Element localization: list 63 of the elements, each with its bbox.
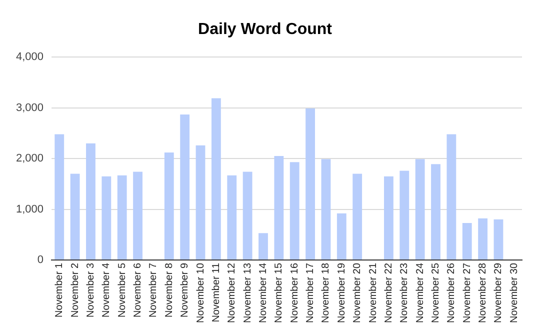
x-tick-label: November 24 bbox=[414, 262, 426, 323]
bar bbox=[384, 176, 394, 260]
bar bbox=[164, 152, 174, 260]
x-tick-label: November 2 bbox=[70, 262, 81, 318]
x-tick-label: November 13 bbox=[242, 262, 254, 323]
x-tick-label: November 5 bbox=[116, 262, 128, 318]
x-tick-label: November 14 bbox=[258, 262, 269, 323]
x-tick-label: November 26 bbox=[446, 262, 458, 323]
y-tick-label: 4,000 bbox=[16, 51, 44, 64]
x-tick-label: November 1 bbox=[54, 262, 66, 318]
bar bbox=[180, 114, 190, 260]
bar bbox=[478, 218, 488, 260]
x-tick-label: November 8 bbox=[164, 262, 175, 318]
x-tick-label: November 27 bbox=[462, 262, 473, 323]
bar bbox=[133, 172, 142, 260]
y-tick-label: 2,000 bbox=[16, 152, 44, 165]
bar bbox=[306, 108, 315, 260]
bar bbox=[211, 98, 221, 260]
bar bbox=[117, 175, 127, 260]
x-tick-label: November 11 bbox=[210, 262, 222, 322]
bar bbox=[227, 175, 237, 260]
x-tick-label: November 10 bbox=[195, 262, 206, 323]
bar bbox=[352, 174, 362, 260]
y-tick-label: 1,000 bbox=[16, 203, 44, 216]
bar bbox=[494, 219, 504, 260]
x-tick-label: November 16 bbox=[289, 262, 300, 323]
x-tick-label: November 20 bbox=[352, 262, 364, 323]
bar bbox=[462, 222, 472, 260]
y-tick-label: 3,000 bbox=[16, 102, 44, 114]
x-tick-label: November 21 bbox=[368, 262, 379, 323]
x-tick-label: November 7 bbox=[148, 262, 160, 318]
x-tick-label: November 28 bbox=[478, 262, 489, 323]
bar bbox=[431, 164, 440, 260]
bar bbox=[321, 159, 331, 260]
bar bbox=[258, 233, 268, 260]
x-tick-label: November 3 bbox=[85, 262, 96, 318]
bar bbox=[290, 162, 300, 260]
x-tick-label: November 12 bbox=[226, 262, 238, 323]
bar bbox=[274, 156, 284, 260]
x-tick-label: November 17 bbox=[305, 262, 316, 323]
x-tick-label: November 23 bbox=[399, 262, 410, 323]
x-tick-label: November 6 bbox=[132, 262, 144, 318]
bar bbox=[102, 176, 112, 260]
x-tick-label: November 22 bbox=[383, 262, 394, 323]
bar bbox=[86, 143, 96, 260]
bar bbox=[196, 145, 206, 260]
x-tick-label: November 19 bbox=[336, 262, 348, 323]
bar bbox=[446, 134, 456, 260]
x-tick-label: November 29 bbox=[493, 262, 504, 323]
y-tick-label: 0 bbox=[37, 254, 44, 266]
bar bbox=[242, 172, 252, 260]
chart-title: Daily Word Count bbox=[198, 21, 333, 38]
x-tick-label: November 15 bbox=[274, 262, 285, 323]
bar bbox=[415, 159, 425, 260]
bar bbox=[336, 213, 346, 260]
x-tick-label: November 18 bbox=[320, 262, 332, 323]
x-tick-label: November 25 bbox=[430, 262, 442, 323]
bar bbox=[54, 134, 64, 260]
bar bbox=[70, 174, 80, 260]
bar bbox=[400, 170, 410, 260]
x-tick-label: November 30 bbox=[508, 262, 520, 323]
x-tick-label: November 4 bbox=[101, 262, 112, 318]
x-tick-label: November 9 bbox=[180, 262, 191, 318]
